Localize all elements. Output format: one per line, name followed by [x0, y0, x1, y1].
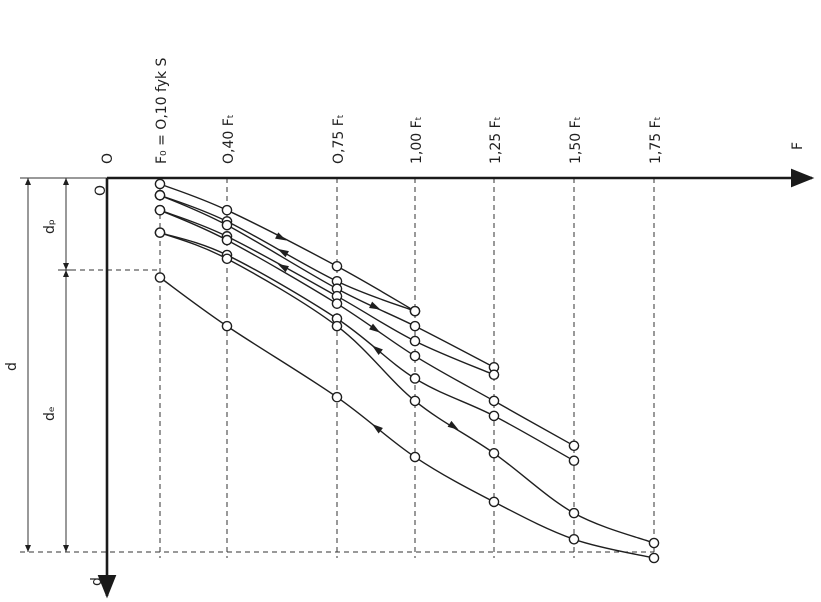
data-point: [154, 204, 166, 216]
loading-curve: [159, 183, 416, 312]
direction-arrow: [372, 345, 383, 355]
dimension-arrowhead: [63, 270, 69, 277]
load-level-label: 1,75 Fₜ: [648, 116, 664, 164]
data-point: [154, 227, 166, 238]
dashed-gridlines: [20, 178, 655, 558]
data-point: [488, 410, 500, 422]
dimension-arrowhead: [63, 263, 69, 270]
load-level-label: F₀ = O,10 fyk S: [154, 57, 170, 164]
dimension-arrowhead: [25, 178, 31, 185]
data-point: [221, 320, 233, 332]
data-point: [154, 178, 166, 190]
load-level-label: 1,50 Fₜ: [568, 116, 584, 164]
load-axis-label: F: [790, 142, 806, 150]
dimension-arrowhead: [63, 545, 69, 552]
load-level-label: 1,00 Fₜ: [409, 116, 425, 164]
data-point: [409, 350, 421, 362]
load-level-labels: F₀ = O,10 fyk S O,40 Fₜ O,75 Fₜ 1,00 Fₜ 1,25…: [154, 57, 664, 164]
settlement-axis-label: d: [89, 577, 105, 586]
direction-arrow: [275, 232, 287, 241]
data-point: [221, 234, 233, 246]
data-point: [488, 447, 500, 459]
load-cycle-curves: [159, 183, 655, 559]
direction-arrow: [277, 248, 289, 258]
data-point: [409, 451, 421, 463]
data-point: [154, 189, 166, 201]
elastic-settlement-label: dₑ: [42, 406, 58, 421]
dimension-arrowhead: [63, 178, 69, 185]
direction-arrow: [369, 301, 381, 310]
data-point: [568, 455, 580, 467]
direction-arrow: [369, 323, 381, 333]
data-point: [331, 260, 343, 272]
data-point: [488, 369, 500, 381]
loading-curve: [159, 194, 495, 368]
unloading-curve: [159, 209, 495, 376]
direction-arrow: [372, 424, 383, 434]
direction-arrow: [447, 420, 459, 430]
data-point: [154, 272, 166, 283]
loading-curve: [159, 231, 655, 544]
direction-arrow: [277, 263, 289, 273]
data-point: [488, 496, 500, 508]
data-point: [409, 335, 421, 347]
load-level-label: O,40 Fₜ: [221, 114, 237, 164]
data-point: [221, 253, 233, 265]
data-point: [648, 537, 660, 549]
unloading-curve: [159, 231, 575, 462]
data-point: [409, 320, 421, 332]
load-level-label: O,75 Fₜ: [331, 114, 347, 164]
measurement-points: [154, 178, 660, 564]
dimension-lines: [20, 177, 107, 552]
data-point: [331, 391, 343, 403]
data-point: [331, 298, 343, 309]
data-point: [221, 219, 233, 231]
data-point: [409, 395, 421, 407]
data-point: [409, 373, 421, 384]
data-point: [648, 552, 660, 564]
data-point: [568, 440, 580, 452]
data-point: [488, 395, 500, 407]
data-point: [568, 534, 580, 545]
data-point: [568, 507, 580, 519]
origin-label-left: O: [93, 185, 109, 196]
total-settlement-label: d: [4, 362, 20, 371]
dimension-arrowhead: [25, 545, 31, 552]
data-point: [409, 305, 421, 317]
data-point: [221, 204, 233, 216]
plastic-settlement-label: dₚ: [42, 219, 58, 234]
data-point: [331, 320, 343, 332]
load-level-label: 1,25 Fₜ: [488, 116, 504, 164]
origin-label-top: O: [100, 153, 116, 164]
